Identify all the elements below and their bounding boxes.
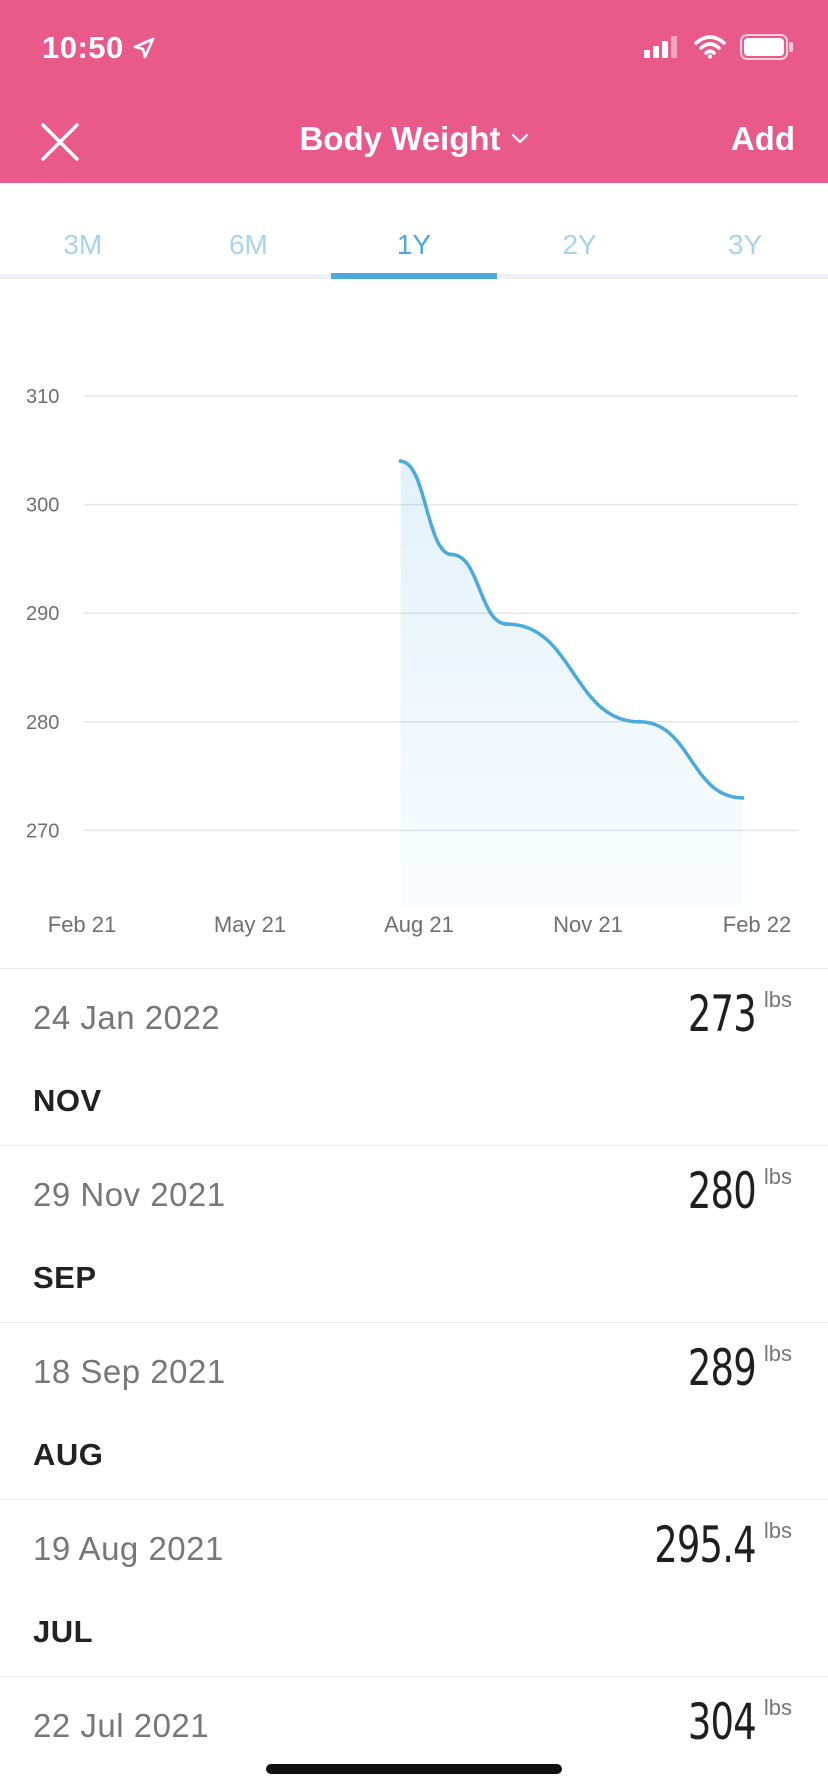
weight-entry-row[interactable]: 19 Aug 2021 295.4 lbs [0,1500,828,1596]
data-point [637,719,642,724]
weight-line [398,459,745,800]
metric-selector[interactable]: Body Weight [0,120,828,158]
entry-unit: lbs [763,1341,792,1366]
y-tick-label: 300 [26,495,59,517]
month-header: NOV [33,1083,102,1118]
tab-selected-indicator [331,273,497,279]
tab-6m[interactable]: 6M [228,229,268,260]
status-indicators [644,34,794,60]
location-arrow-icon [133,37,155,59]
entry-date: 22 Jul 2021 [33,1707,210,1744]
entry-value: 280 [688,1162,757,1220]
entry-unit: lbs [763,1695,792,1720]
x-tick-label: May 21 [214,912,286,937]
row-divider [0,1145,828,1146]
wifi-icon [694,35,726,59]
entry-value: 289 [688,1339,757,1397]
data-point [398,459,403,464]
add-button[interactable]: Add [730,120,795,157]
weight-entry-row[interactable]: 18 Sep 2021 289 lbs [0,1323,828,1419]
y-tick-label: 270 [26,820,59,842]
app-header: 10:50 Body Weight Add [0,0,828,183]
month-header: AUG [33,1437,104,1472]
weight-entry-row[interactable]: 29 Nov 2021 280 lbs [0,1146,828,1242]
battery-icon [740,34,793,60]
data-point [450,552,455,557]
chevron-down-icon [511,133,528,144]
page-title: Body Weight [299,120,501,157]
entry-date: 18 Sep 2021 [33,1353,226,1390]
x-tick-label: Aug 21 [384,912,454,937]
weight-chart: 310 300 290 280 270 Feb 21 May 21 Aug 21 Nov 21… [26,386,798,937]
entry-value: 304 [688,1693,757,1751]
weight-entry-row[interactable]: 22 Jul 2021 304 lbs [0,1677,828,1773]
tab-2y[interactable]: 2Y [562,229,597,260]
entry-unit: lbs [763,1164,792,1189]
x-tick-label: Feb 21 [48,912,117,937]
home-indicator[interactable] [266,1764,562,1774]
status-time: 10:50 [42,30,156,66]
entry-value: 295.4 [654,1516,757,1574]
row-divider [0,1499,828,1500]
row-divider [0,1322,828,1323]
close-icon[interactable] [40,122,80,162]
month-header: JUL [33,1614,94,1649]
entry-value: 273 [688,985,757,1043]
weight-area [400,461,743,907]
entry-date: 24 Jan 2022 [33,999,221,1036]
y-tick-label: 280 [26,712,59,734]
weight-entry-row[interactable]: 24 Jan 2022 273 lbs [0,969,828,1065]
y-tick-label: 290 [26,603,59,625]
data-point [740,795,745,800]
tab-3y[interactable]: 3Y [728,229,763,260]
entry-unit: lbs [763,987,792,1012]
range-tabs: 3M 6M 1Y 2Y 3Y [0,183,828,279]
month-header: SEP [33,1260,97,1295]
x-tick-label: Feb 22 [723,912,792,937]
x-tick-label: Nov 21 [553,912,623,937]
row-divider [0,1676,828,1677]
entry-unit: lbs [763,1518,792,1543]
y-tick-label: 310 [26,386,59,408]
tab-1y[interactable]: 1Y [396,229,432,260]
entry-date: 29 Nov 2021 [33,1176,226,1213]
tab-3m[interactable]: 3M [63,229,103,260]
cellular-signal-icon [644,36,677,58]
status-time-label: 10:50 [42,30,124,65]
entry-date: 19 Aug 2021 [33,1530,224,1567]
data-point [505,622,510,627]
row-divider [0,968,828,969]
